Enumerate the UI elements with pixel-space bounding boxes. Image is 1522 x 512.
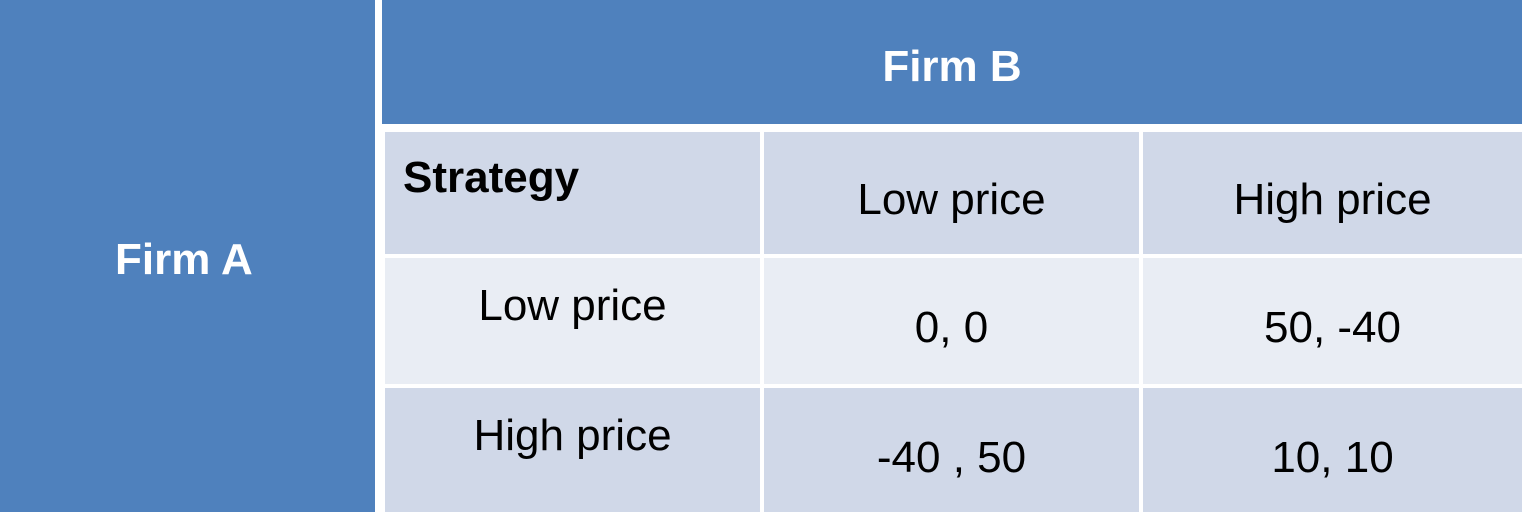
firm-b-header: Firm B — [382, 0, 1522, 124]
row-header-high-price: High price — [385, 388, 760, 512]
payoff-cell: -40 , 50 — [764, 388, 1139, 512]
firm-a-header: Firm A — [0, 0, 375, 512]
column-header-label: Low price — [857, 175, 1046, 224]
payoff-cell: 0, 0 — [764, 258, 1139, 384]
firm-a-label: Firm A — [115, 235, 253, 284]
row-header-low-price: Low price — [385, 258, 760, 384]
strategy-corner-cell: Strategy — [385, 132, 760, 254]
payoff-value: 0, 0 — [914, 303, 989, 352]
payoff-cell: 50, -40 — [1143, 258, 1522, 384]
payoff-value: 50, -40 — [1264, 303, 1401, 352]
payoff-value: -40 , 50 — [876, 433, 1027, 482]
column-header-label: High price — [1233, 175, 1432, 224]
firm-b-label: Firm B — [882, 42, 1022, 91]
column-header-high-price: High price — [1143, 132, 1522, 254]
strategy-label: Strategy — [403, 153, 580, 202]
payoff-value: 10, 10 — [1271, 433, 1394, 482]
payoff-cell: 10, 10 — [1143, 388, 1522, 512]
row-header-label: High price — [473, 411, 672, 460]
column-header-low-price: Low price — [764, 132, 1139, 254]
row-header-label: Low price — [478, 281, 667, 330]
